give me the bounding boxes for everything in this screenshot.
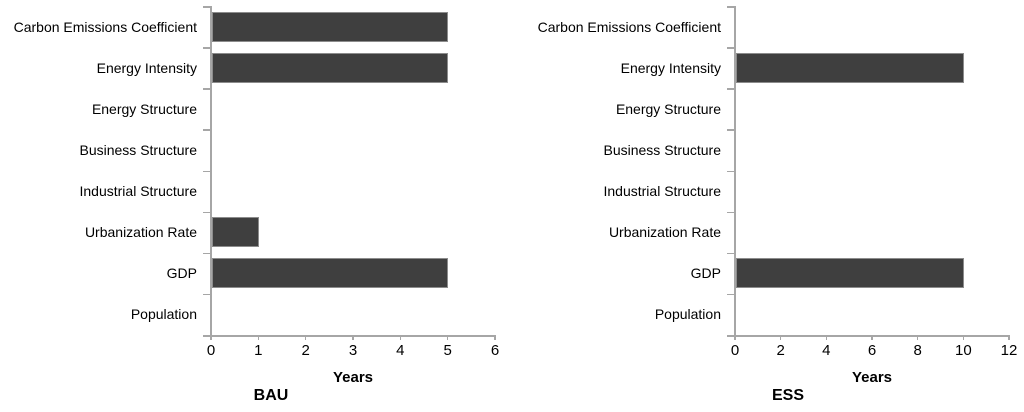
category-label: Energy Structure bbox=[615, 100, 721, 117]
x-axis-tick bbox=[352, 335, 354, 340]
y-axis-tick bbox=[203, 129, 210, 131]
y-axis-tick bbox=[727, 6, 734, 8]
y-axis-tick bbox=[727, 47, 734, 49]
category-label: Industrial Structure bbox=[603, 183, 722, 200]
x-tick-label: 10 bbox=[954, 342, 972, 359]
bar bbox=[211, 11, 449, 42]
y-axis-tick bbox=[203, 88, 210, 90]
x-axis-tick bbox=[1008, 335, 1010, 340]
y-axis-tick bbox=[727, 88, 734, 90]
y-axis-tick bbox=[727, 170, 734, 172]
y-axis-tick bbox=[203, 6, 210, 8]
y-axis-tick bbox=[727, 335, 734, 337]
bar bbox=[735, 52, 964, 83]
category-label: Carbon Emissions Coefficient bbox=[537, 18, 721, 35]
bar bbox=[735, 258, 964, 289]
y-axis bbox=[210, 6, 212, 337]
category-label: GDP bbox=[690, 265, 721, 282]
bar bbox=[211, 52, 449, 83]
y-axis-tick bbox=[203, 293, 210, 296]
category-label: Business Structure bbox=[603, 141, 722, 158]
x-tick-label: 2 bbox=[301, 342, 310, 359]
bar bbox=[211, 217, 259, 248]
chart-title: BAU bbox=[253, 387, 289, 404]
bar bbox=[211, 258, 449, 289]
y-axis-tick bbox=[203, 252, 210, 255]
x-tick-label: 0 bbox=[730, 342, 740, 359]
y-axis-tick bbox=[203, 170, 210, 172]
x-tick-label: 5 bbox=[443, 342, 452, 359]
x-axis-tick bbox=[871, 335, 873, 340]
category-label: GDP bbox=[166, 265, 197, 282]
x-tick-label: 2 bbox=[776, 342, 785, 359]
x-axis-title: Years bbox=[851, 369, 893, 386]
x-tick-label: 6 bbox=[490, 342, 500, 359]
x-axis-tick bbox=[210, 335, 212, 340]
x-axis-tick bbox=[734, 335, 736, 340]
chart-title: ESS bbox=[771, 387, 805, 404]
y-axis-tick bbox=[727, 252, 734, 255]
category-label: Urbanization Rate bbox=[84, 224, 197, 241]
x-tick-label: 1 bbox=[254, 342, 263, 359]
category-label: Population bbox=[130, 306, 197, 323]
category-label: Urbanization Rate bbox=[608, 224, 721, 241]
x-tick-label: 3 bbox=[348, 342, 358, 359]
category-label: Industrial Structure bbox=[79, 183, 198, 200]
x-axis-tick bbox=[825, 335, 828, 340]
x-tick-label: 4 bbox=[396, 342, 405, 359]
y-axis-tick bbox=[727, 129, 734, 131]
x-tick-label: 0 bbox=[206, 342, 216, 359]
x-axis-tick bbox=[257, 335, 260, 340]
x-axis-tick bbox=[916, 335, 919, 340]
ess-chart: Years ESS Carbon Emissions Coefficient En… bbox=[512, 0, 1024, 412]
x-tick-label: 8 bbox=[913, 342, 922, 359]
category-label: Energy Intensity bbox=[620, 59, 721, 76]
y-axis bbox=[734, 6, 736, 337]
x-tick-label: 6 bbox=[867, 342, 877, 359]
x-axis-tick bbox=[399, 335, 402, 340]
x-axis-title: Years bbox=[332, 369, 374, 386]
y-axis-tick bbox=[727, 293, 734, 296]
x-axis-tick bbox=[304, 335, 307, 340]
category-label: Energy Structure bbox=[91, 100, 197, 117]
y-axis-tick bbox=[727, 211, 734, 214]
x-axis-tick bbox=[446, 335, 449, 340]
y-axis-tick bbox=[203, 335, 210, 337]
x-axis-tick bbox=[962, 335, 965, 340]
category-label: Population bbox=[654, 306, 721, 323]
x-tick-label: 4 bbox=[822, 342, 831, 359]
category-label: Energy Intensity bbox=[96, 59, 197, 76]
category-label: Business Structure bbox=[79, 141, 198, 158]
y-axis-tick bbox=[203, 47, 210, 49]
x-tick-label: 12 bbox=[1000, 342, 1018, 359]
bau-chart: Years BAU Carbon Emissions Coefficient En… bbox=[13, 6, 500, 404]
x-axis-tick bbox=[494, 335, 496, 340]
x-axis-tick bbox=[779, 335, 782, 340]
category-label: Carbon Emissions Coefficient bbox=[13, 18, 197, 35]
y-axis-tick bbox=[203, 211, 210, 214]
